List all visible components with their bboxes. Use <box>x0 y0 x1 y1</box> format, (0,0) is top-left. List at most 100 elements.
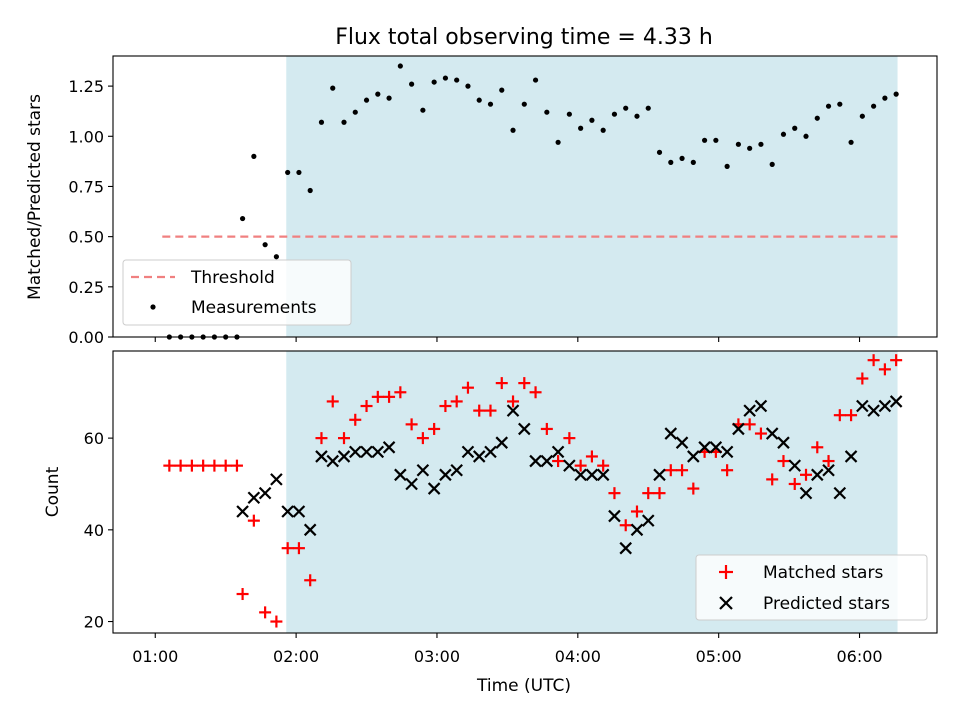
predicted-star-point <box>889 395 903 408</box>
matched-star-point <box>529 386 542 399</box>
measurement-point <box>510 127 516 133</box>
bottom-axes: 20 40 60 01:00 02:00 03:00 04:00 05:00 06:00 <box>84 350 938 666</box>
top-y-tick-label: 1.25 <box>68 77 104 96</box>
measurement-point <box>758 141 764 147</box>
predicted-star-point <box>732 422 745 436</box>
matched-star-point <box>507 395 520 408</box>
bottom-x-tick-label: 04:00 <box>555 647 601 666</box>
top-legend-box <box>122 259 352 326</box>
predicted-star-point <box>258 486 272 500</box>
predicted-star-point <box>540 454 554 468</box>
predicted-star-point <box>416 463 430 477</box>
matched-star-point <box>484 404 497 417</box>
matched-star-point <box>360 400 373 413</box>
bottom-y-axis-label: Count <box>43 466 63 517</box>
measurement-point <box>780 131 787 137</box>
bottom-legend: Matched stars Predicted stars <box>695 554 928 621</box>
predicted-star-point <box>596 468 610 482</box>
matched-star-point <box>247 514 260 527</box>
measurement-point <box>882 95 888 101</box>
top-y-axis-label: Matched/Predicted stars <box>25 94 45 300</box>
bottom-panel: Count Time (UTC) 20 40 60 01:00 02:00 03:00 04… <box>43 350 938 696</box>
predicted-star-point <box>270 473 283 486</box>
legend-measurements-swatch <box>150 304 156 310</box>
matched-star-point <box>540 422 553 435</box>
matched-star-point <box>304 574 317 587</box>
matched-star-point <box>721 464 734 477</box>
predicted-star-point <box>822 463 835 477</box>
measurement-point <box>420 107 426 113</box>
top-legend: Threshold Measurements <box>122 259 352 326</box>
matched-star-point <box>394 386 407 399</box>
measurement-point <box>713 137 719 143</box>
legend-matched-label: Matched stars <box>763 563 883 583</box>
matched-star-point <box>416 432 429 445</box>
bottom-x-tick-label: 06:00 <box>836 647 882 666</box>
matched-star-point <box>461 381 474 394</box>
measurement-point <box>701 137 708 143</box>
predicted-star-point <box>788 459 802 472</box>
predicted-star-point <box>394 468 407 482</box>
predicted-star-point <box>664 427 678 440</box>
predicted-star-point <box>506 404 520 417</box>
predicted-star-point <box>844 450 858 463</box>
bottom-x-tick-label: 01:00 <box>132 647 178 666</box>
top-y-tick-label: 0.25 <box>68 278 104 297</box>
measurement-point <box>600 127 606 133</box>
measurement-point <box>690 159 696 165</box>
matched-star-point <box>236 588 249 601</box>
predicted-star-point <box>641 514 655 527</box>
matched-star-point <box>219 459 232 472</box>
matched-star-point <box>766 473 779 486</box>
bottom-axes-frame <box>112 350 938 634</box>
predicted-star-point <box>799 486 813 500</box>
matched-star-point <box>777 455 790 468</box>
matched-star-point <box>326 395 339 408</box>
matched-star-point <box>552 455 565 468</box>
measurement-point <box>555 139 561 145</box>
matched-star-point <box>405 418 418 431</box>
legend-predicted-swatch <box>719 596 733 610</box>
measurement-point <box>634 113 640 119</box>
matched-star-point <box>597 459 610 472</box>
matched-star-point <box>281 542 294 555</box>
predicted-star-point <box>303 523 317 537</box>
matched-stars-points <box>163 354 903 628</box>
matched-star-point <box>800 468 813 481</box>
legend-measurements-label: Measurements <box>191 298 317 318</box>
matched-star-point <box>867 354 880 367</box>
matched-star-point <box>230 459 243 472</box>
matched-star-point <box>473 404 486 417</box>
predicted-star-point <box>439 468 452 482</box>
measurement-point <box>318 119 325 125</box>
matched-star-point <box>754 427 767 440</box>
top-panel: Flux total observing time = 4.33 h Match… <box>25 25 938 347</box>
predicted-star-point <box>608 509 621 523</box>
top-y-tick-label: 1.00 <box>68 127 104 146</box>
predicted-star-point <box>563 459 576 472</box>
predicted-star-point <box>675 436 689 449</box>
predicted-star-point <box>382 441 396 454</box>
measurement-point <box>341 119 347 125</box>
legend-predicted-label: Predicted stars <box>763 594 890 614</box>
predicted-star-point <box>856 399 869 413</box>
legend-threshold-label: Threshold <box>190 268 275 288</box>
measurement-point <box>363 97 370 103</box>
predicted-star-point <box>867 404 880 417</box>
predicted-star-point <box>777 436 790 449</box>
predicted-star-point <box>461 445 475 459</box>
predicted-star-point <box>495 436 509 449</box>
measurement-point <box>803 133 809 139</box>
matched-star-point <box>208 459 221 472</box>
measurement-point <box>623 105 629 111</box>
predicted-star-point <box>315 450 328 463</box>
predicted-star-point <box>585 468 599 482</box>
matched-star-point <box>315 432 328 445</box>
matched-star-point <box>349 413 362 426</box>
matched-star-point <box>743 418 756 431</box>
matched-star-point <box>338 432 351 445</box>
predicted-star-point <box>360 445 373 459</box>
top-axes: 0.00 0.25 0.50 0.75 1.00 1.25 <box>68 55 938 347</box>
measurement-point <box>454 77 460 83</box>
